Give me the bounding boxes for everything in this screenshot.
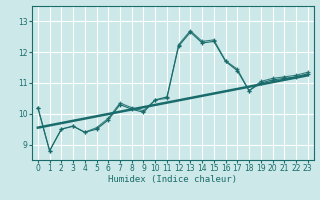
X-axis label: Humidex (Indice chaleur): Humidex (Indice chaleur): [108, 175, 237, 184]
